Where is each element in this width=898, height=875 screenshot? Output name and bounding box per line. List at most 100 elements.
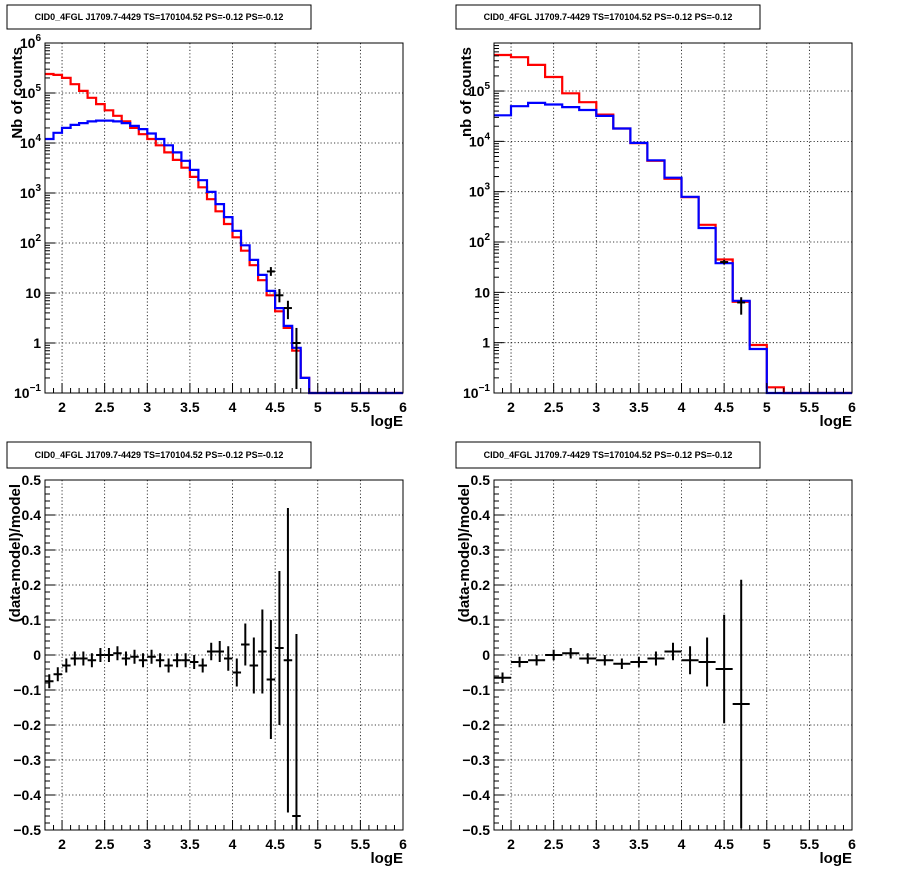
x-tick-label: 3	[143, 399, 151, 415]
x-tick-label: 4.5	[714, 399, 734, 415]
x-tick-label: 5.5	[351, 399, 371, 415]
y-tick-label: −0.2	[462, 717, 490, 733]
y-tick-base: 10	[469, 133, 485, 149]
x-tick-label: 5	[763, 836, 771, 852]
x-tick-label: 3.5	[180, 399, 200, 415]
y-tick-label: 106	[20, 33, 42, 51]
x-tick-label: 3	[592, 399, 600, 415]
x-tick-label: 3.5	[629, 399, 649, 415]
x-tick-label: 3	[143, 836, 151, 852]
y-tick-label: 1	[33, 335, 41, 351]
x-tick-label: 2.5	[95, 399, 115, 415]
x-tick-label: 3.5	[629, 836, 649, 852]
y-tick-label: −0.4	[13, 787, 41, 803]
title-box	[455, 441, 761, 469]
y-tick-exponent: 3	[35, 183, 41, 194]
x-tick-label: 2.5	[95, 836, 115, 852]
y-tick-label: −0.3	[462, 752, 490, 768]
y-tick-label: −0.5	[462, 822, 490, 838]
x-tick-label: 4	[229, 399, 237, 415]
y-axis-title: Nb of counts	[9, 47, 26, 139]
y-tick-label: 10−1	[14, 383, 41, 401]
y-tick-base: 10	[469, 83, 485, 99]
title-box	[6, 441, 312, 469]
x-axis-title: logE	[371, 413, 404, 430]
x-tick-label: 4.5	[265, 399, 285, 415]
y-tick-label: 0.4	[471, 507, 491, 523]
y-tick-exponent: 2	[35, 233, 41, 244]
x-tick-label: 2	[58, 399, 66, 415]
y-tick-label: 0	[33, 647, 41, 663]
chart-title: CID0_4FGL J1709.7-4429 TS=170104.52 PS=-…	[484, 12, 733, 22]
y-tick-label: −0.3	[13, 752, 41, 768]
x-tick-label: 5	[763, 399, 771, 415]
y-tick-base: 10	[469, 234, 485, 250]
x-tick-label: 2.5	[544, 836, 564, 852]
x-tick-label: 2	[507, 836, 515, 852]
y-tick-label: 0.4	[22, 507, 42, 523]
series-line-blue	[45, 119, 403, 395]
x-tick-label: 4.5	[265, 836, 285, 852]
y-tick-label: 10	[474, 284, 490, 300]
y-tick-label: −0.1	[462, 682, 490, 698]
title-box	[6, 4, 312, 30]
plot-frame	[493, 42, 853, 394]
y-tick-exponent: 2	[484, 232, 490, 243]
x-tick-label: 5	[314, 399, 322, 415]
chart-title: CID0_4FGL J1709.7-4429 TS=170104.52 PS=-…	[484, 450, 733, 460]
y-tick-exponent: −1	[30, 383, 42, 394]
y-tick-label: −0.2	[13, 717, 41, 733]
x-tick-label: 5.5	[800, 836, 820, 852]
y-tick-label: 103	[20, 183, 42, 201]
y-tick-label: 102	[20, 233, 42, 251]
x-tick-label: 4	[678, 836, 686, 852]
y-tick-exponent: 5	[35, 83, 41, 94]
x-tick-label: 6	[399, 836, 407, 852]
y-tick-label: −0.1	[13, 682, 41, 698]
y-tick-label: 0.2	[471, 577, 491, 593]
y-tick-exponent: −1	[479, 383, 491, 394]
x-tick-label: 4	[678, 399, 686, 415]
series-line-red	[45, 72, 403, 395]
y-tick-label: −0.5	[13, 822, 41, 838]
chart-title: CID0_4FGL J1709.7-4429 TS=170104.52 PS=-…	[35, 12, 284, 22]
series-line-red	[494, 53, 852, 395]
y-tick-label: 0.5	[471, 472, 491, 488]
panel-1: CID0_4FGL J1709.7-4429 TS=170104.52 PS=-…	[6, 4, 407, 430]
x-tick-label: 6	[848, 399, 856, 415]
y-tick-label: 10−1	[463, 383, 490, 401]
y-tick-base: 10	[469, 184, 485, 200]
y-tick-label: 104	[20, 133, 42, 151]
x-tick-label: 4	[229, 836, 237, 852]
x-tick-label: 2.5	[544, 399, 564, 415]
y-tick-exponent: 4	[484, 131, 490, 142]
y-tick-label: 1	[482, 335, 490, 351]
y-axis-title: nb of counts	[458, 47, 475, 137]
y-tick-label: 0.3	[471, 542, 491, 558]
y-tick-label: 0.1	[22, 612, 42, 628]
series-line-blue	[494, 101, 852, 395]
y-tick-base: 10	[20, 135, 36, 151]
y-tick-label: 104	[469, 131, 491, 149]
y-axis-title: (data-model)/model	[7, 484, 24, 622]
y-tick-label: 0.1	[471, 612, 491, 628]
panel-4: CID0_4FGL J1709.7-4429 TS=170104.52 PS=-…	[455, 441, 856, 867]
y-tick-label: 105	[20, 83, 42, 101]
y-tick-label: 105	[469, 81, 491, 99]
y-tick-label: 0	[482, 647, 490, 663]
y-axis-title: (data-model)/model	[456, 484, 473, 622]
x-tick-label: 3.5	[180, 836, 200, 852]
x-tick-label: 6	[399, 399, 407, 415]
y-tick-label: 0.2	[22, 577, 42, 593]
y-tick-exponent: 3	[484, 182, 490, 193]
y-tick-base: 10	[14, 385, 30, 401]
title-box	[455, 4, 761, 30]
x-tick-label: 5.5	[351, 836, 371, 852]
y-tick-label: −0.4	[462, 787, 490, 803]
y-tick-label: 10	[25, 285, 41, 301]
y-tick-label: 102	[469, 232, 491, 250]
x-tick-label: 6	[848, 836, 856, 852]
y-tick-base: 10	[20, 235, 36, 251]
x-tick-label: 4.5	[714, 836, 734, 852]
